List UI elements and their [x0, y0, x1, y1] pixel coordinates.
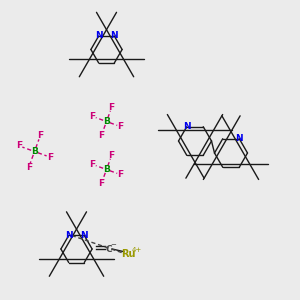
Text: F: F — [109, 103, 115, 112]
Text: F: F — [109, 151, 115, 160]
Text: B: B — [31, 147, 38, 156]
Text: N: N — [80, 231, 88, 240]
Text: F: F — [98, 179, 104, 188]
Text: F: F — [89, 160, 95, 169]
Text: C: C — [105, 244, 112, 253]
Text: −: − — [110, 242, 116, 248]
Text: B: B — [103, 165, 110, 174]
Text: F: F — [118, 170, 124, 179]
Text: N: N — [183, 122, 190, 131]
Text: F: F — [37, 131, 43, 140]
Text: F: F — [98, 131, 104, 140]
Text: 4+: 4+ — [132, 247, 142, 253]
Text: F: F — [16, 141, 22, 150]
Text: B: B — [103, 117, 110, 126]
Text: F: F — [118, 122, 124, 131]
Text: N: N — [236, 134, 243, 143]
Text: Ru: Ru — [121, 249, 135, 260]
Text: N: N — [110, 32, 118, 40]
Text: F: F — [89, 112, 95, 121]
Text: F: F — [47, 153, 53, 162]
Text: N: N — [65, 231, 73, 240]
Text: F: F — [26, 163, 32, 172]
Text: N: N — [95, 32, 103, 40]
